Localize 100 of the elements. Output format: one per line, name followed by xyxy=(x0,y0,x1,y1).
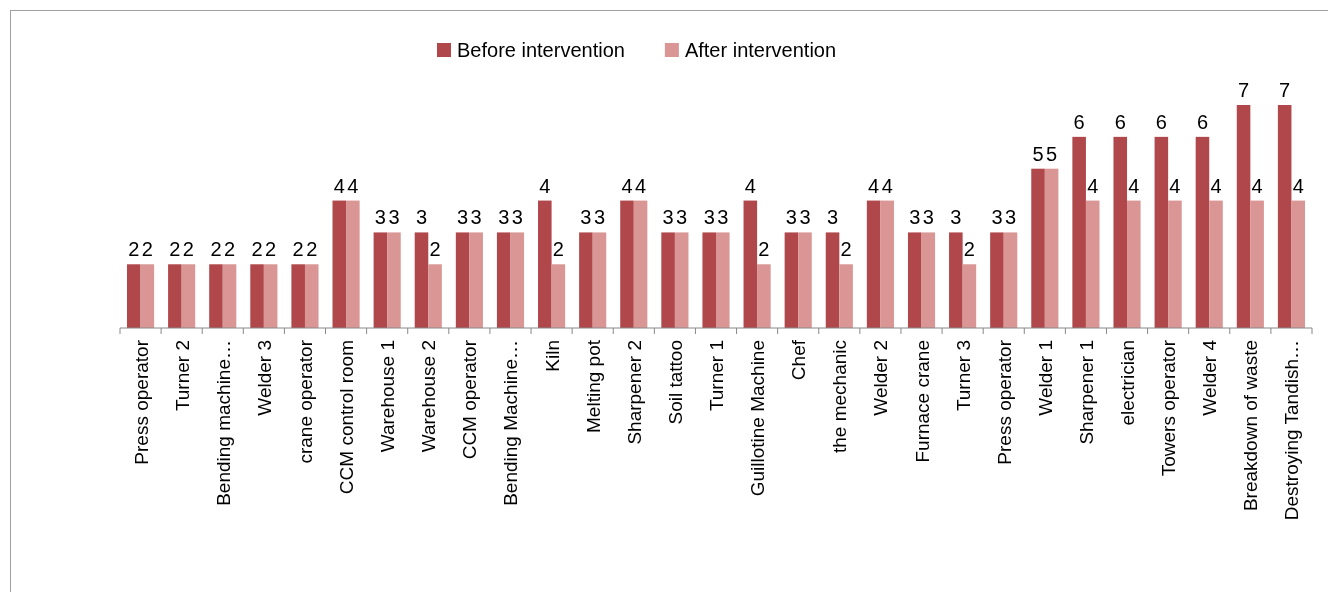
data-label: 3 xyxy=(580,206,592,229)
data-label: 4 xyxy=(1169,174,1181,197)
bar xyxy=(592,232,607,328)
bar xyxy=(209,264,223,328)
bar xyxy=(1168,200,1182,328)
x-tick-label: Destroying Tandish… xyxy=(1281,340,1303,521)
data-label: 4 xyxy=(1292,174,1304,197)
x-tick-label: crane operator xyxy=(294,339,316,464)
x-tick-label: Welder 2 xyxy=(870,340,892,416)
data-label: 5 xyxy=(1046,142,1058,165)
bar xyxy=(620,200,634,328)
bar xyxy=(633,200,648,328)
data-label: 2 xyxy=(292,238,304,261)
bar xyxy=(1003,232,1018,328)
data-label: 2 xyxy=(182,238,194,261)
bar xyxy=(661,232,675,328)
bar xyxy=(1085,200,1100,328)
x-tick-label: Sharpener 2 xyxy=(623,340,645,445)
bar xyxy=(866,200,881,328)
bar xyxy=(743,200,758,328)
bar xyxy=(1195,136,1210,328)
bar xyxy=(222,264,237,328)
x-tick-label: Furnace crane xyxy=(911,340,933,463)
data-label: 2 xyxy=(758,238,770,261)
data-label: 3 xyxy=(388,206,400,229)
bar xyxy=(1250,200,1264,328)
data-label: 7 xyxy=(1238,79,1250,101)
data-label: 2 xyxy=(840,238,852,261)
x-tick-label: CCM operator xyxy=(459,339,481,460)
x-tick-label: Press operator xyxy=(130,339,152,465)
data-label: 2 xyxy=(265,238,277,261)
bar xyxy=(1277,105,1292,328)
data-label: 4 xyxy=(1251,174,1263,197)
bar xyxy=(702,232,716,328)
bar xyxy=(373,232,388,328)
data-label: 4 xyxy=(333,174,345,197)
x-tick-label: Press operator xyxy=(993,339,1015,465)
data-label: 3 xyxy=(511,206,523,229)
data-label: 3 xyxy=(415,206,428,229)
data-label: 3 xyxy=(991,206,1003,229)
x-tick-label: Warehouse 2 xyxy=(418,340,440,453)
data-label: 2 xyxy=(223,238,236,261)
bar xyxy=(1291,200,1306,328)
bar xyxy=(1072,136,1086,328)
x-tick-label: Welder 3 xyxy=(253,340,275,416)
data-label: 2 xyxy=(169,238,181,261)
bar xyxy=(1031,168,1045,328)
data-label: 6 xyxy=(1196,110,1209,133)
data-label: 3 xyxy=(909,206,921,229)
bar xyxy=(250,264,264,328)
data-label: 4 xyxy=(744,174,756,197)
data-label: 2 xyxy=(306,238,318,261)
x-tick-label: Turner 1 xyxy=(706,340,727,412)
data-label: 3 xyxy=(826,206,839,229)
x-tick-label: Soil tattoo xyxy=(664,340,686,425)
legend-label: Before intervention xyxy=(457,39,625,61)
data-label: 4 xyxy=(635,174,647,197)
data-label: 2 xyxy=(128,238,140,261)
bar xyxy=(168,264,182,328)
data-label: 3 xyxy=(950,206,962,229)
data-label: 3 xyxy=(799,206,811,229)
bar xyxy=(387,232,401,328)
data-label: 3 xyxy=(703,206,715,229)
data-label: 3 xyxy=(676,206,688,229)
x-tick-label: the mechanic xyxy=(829,340,851,454)
x-tick-label: Turner 2 xyxy=(171,340,193,412)
bar xyxy=(674,232,689,328)
legend-label: After intervention xyxy=(684,39,837,61)
bar xyxy=(469,232,483,328)
data-label: 2 xyxy=(552,238,564,261)
x-tick-label: Breakdown of waste xyxy=(1240,340,1262,512)
bar xyxy=(538,200,552,328)
data-label: 2 xyxy=(429,238,441,261)
bar xyxy=(962,264,977,328)
bar xyxy=(921,232,936,328)
data-label: 4 xyxy=(881,174,893,197)
bar xyxy=(798,232,812,328)
bar xyxy=(1044,168,1059,328)
data-label: 5 xyxy=(1032,142,1044,165)
bar xyxy=(990,232,1004,328)
data-label: 4 xyxy=(868,174,880,197)
bar xyxy=(1127,200,1141,328)
data-label: 3 xyxy=(457,206,469,229)
x-tick-label: Towers operator xyxy=(1158,339,1180,477)
data-label: 3 xyxy=(922,206,934,229)
data-label: 2 xyxy=(210,238,222,261)
bar xyxy=(291,264,305,328)
data-label: 3 xyxy=(498,206,510,229)
data-label: 4 xyxy=(621,174,633,197)
x-tick-label: electrician xyxy=(1117,340,1139,426)
data-label: 2 xyxy=(963,238,975,261)
x-tick-label: Kiln xyxy=(541,340,563,372)
data-label: 3 xyxy=(470,206,482,229)
bar xyxy=(839,264,853,328)
bar xyxy=(263,264,278,328)
data-label: 6 xyxy=(1155,110,1167,133)
data-label: 2 xyxy=(251,238,263,261)
bar xyxy=(757,264,771,328)
data-label: 3 xyxy=(1004,206,1017,229)
data-label: 7 xyxy=(1279,79,1291,101)
